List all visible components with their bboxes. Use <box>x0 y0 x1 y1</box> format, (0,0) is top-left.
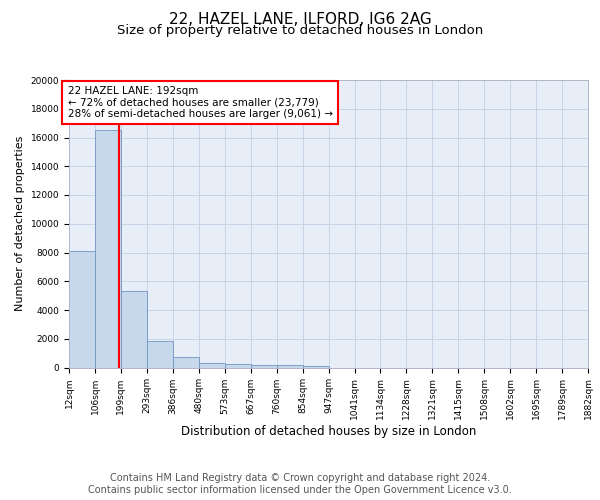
Bar <box>277 365 302 368</box>
Bar <box>69 251 95 368</box>
Bar <box>147 341 173 367</box>
Y-axis label: Number of detached properties: Number of detached properties <box>15 136 25 312</box>
X-axis label: Distribution of detached houses by size in London: Distribution of detached houses by size … <box>181 425 476 438</box>
Text: 22 HAZEL LANE: 192sqm
← 72% of detached houses are smaller (23,779)
28% of semi-: 22 HAZEL LANE: 192sqm ← 72% of detached … <box>68 86 332 119</box>
Bar <box>95 130 121 368</box>
Bar <box>121 292 147 368</box>
Bar <box>173 358 199 368</box>
Bar <box>224 364 251 368</box>
Text: 22, HAZEL LANE, ILFORD, IG6 2AG: 22, HAZEL LANE, ILFORD, IG6 2AG <box>169 12 431 28</box>
Bar <box>199 363 224 368</box>
Text: Size of property relative to detached houses in London: Size of property relative to detached ho… <box>117 24 483 37</box>
Text: Contains HM Land Registry data © Crown copyright and database right 2024.
Contai: Contains HM Land Registry data © Crown c… <box>88 474 512 495</box>
Bar <box>251 365 277 368</box>
Bar <box>302 366 329 368</box>
